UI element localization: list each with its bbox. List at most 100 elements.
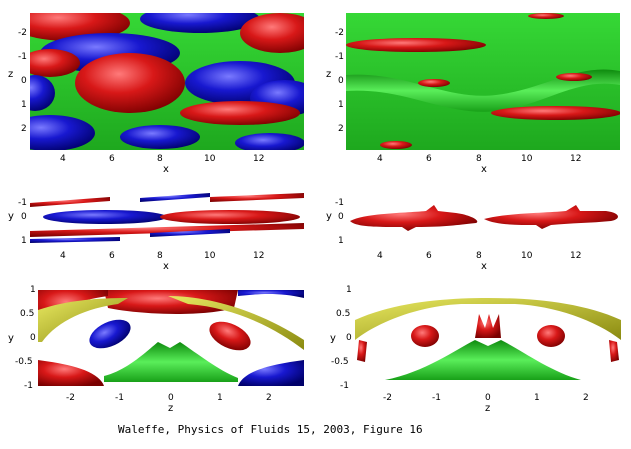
blue-streak bbox=[140, 193, 210, 202]
y-tick: -1 bbox=[18, 52, 27, 62]
blue-blob bbox=[89, 319, 131, 349]
blue-streak bbox=[140, 13, 260, 33]
plot-mid-left bbox=[30, 193, 304, 243]
axis-label-x: x bbox=[163, 261, 169, 272]
x-tick: 8 bbox=[157, 154, 163, 164]
x-tick: 6 bbox=[426, 251, 432, 261]
red-blob bbox=[357, 340, 367, 362]
x-tick: 12 bbox=[253, 154, 265, 164]
red-streak bbox=[556, 73, 592, 81]
blue-streak bbox=[30, 115, 95, 150]
x-tick: -2 bbox=[66, 393, 75, 403]
y-tick: -2 bbox=[18, 28, 27, 38]
y-tick: 1 bbox=[30, 285, 36, 295]
red-streak bbox=[240, 13, 304, 53]
red-blob bbox=[38, 360, 104, 386]
blue-streak bbox=[235, 133, 304, 150]
plot-top-left bbox=[30, 13, 304, 150]
y-tick: -2 bbox=[335, 28, 344, 38]
blue-streak bbox=[150, 229, 230, 237]
y-tick: 1 bbox=[338, 236, 344, 246]
surface-top-right bbox=[346, 13, 620, 150]
axis-label-y: y bbox=[8, 211, 14, 222]
blue-blob bbox=[238, 290, 304, 298]
red-streak bbox=[346, 38, 486, 52]
x-tick: 8 bbox=[476, 251, 482, 261]
y-tick: -1 bbox=[18, 198, 27, 208]
y-tick: 0 bbox=[346, 333, 352, 343]
x-tick: 10 bbox=[204, 251, 216, 261]
x-tick: -2 bbox=[383, 393, 392, 403]
x-tick: 6 bbox=[426, 154, 432, 164]
x-tick: 12 bbox=[253, 251, 265, 261]
x-tick: 1 bbox=[534, 393, 540, 403]
axis-label-x: x bbox=[481, 261, 487, 272]
axis-label-x: x bbox=[163, 164, 169, 175]
y-tick: -0.5 bbox=[331, 357, 349, 367]
y-tick: -1 bbox=[24, 381, 33, 391]
x-tick: 8 bbox=[476, 154, 482, 164]
x-tick: 10 bbox=[521, 154, 533, 164]
x-tick: 4 bbox=[60, 154, 66, 164]
red-streak bbox=[484, 205, 618, 229]
y-tick: -0.5 bbox=[15, 357, 33, 367]
y-tick: 0 bbox=[21, 76, 27, 86]
surface-bottom-right bbox=[355, 298, 621, 380]
y-tick: 1 bbox=[346, 285, 352, 295]
red-blob bbox=[475, 314, 501, 338]
x-tick: 4 bbox=[377, 251, 383, 261]
x-tick: -1 bbox=[115, 393, 124, 403]
y-tick: 2 bbox=[338, 124, 344, 134]
plot-bottom-left bbox=[38, 290, 304, 386]
red-streak bbox=[180, 101, 300, 125]
red-streak bbox=[210, 193, 304, 202]
blue-streak bbox=[43, 210, 167, 224]
yellow-surface bbox=[168, 296, 304, 350]
blue-streak bbox=[120, 125, 200, 149]
y-tick: -1 bbox=[340, 381, 349, 391]
x-tick: 10 bbox=[521, 251, 533, 261]
x-tick: 0 bbox=[485, 393, 491, 403]
y-tick: 0 bbox=[338, 212, 344, 222]
x-tick: 6 bbox=[109, 154, 115, 164]
figure-caption: Waleffe, Physics of Fluids 15, 2003, Fig… bbox=[118, 423, 423, 436]
x-tick: 10 bbox=[204, 154, 216, 164]
blue-blob bbox=[238, 360, 304, 386]
axis-label-x: x bbox=[481, 164, 487, 175]
axis-label-y: y bbox=[330, 333, 336, 344]
x-tick: 0 bbox=[168, 393, 174, 403]
red-streak bbox=[30, 223, 304, 237]
x-tick: 4 bbox=[60, 251, 66, 261]
red-streak bbox=[380, 141, 412, 149]
surface-mid-left bbox=[30, 193, 304, 243]
red-blob bbox=[537, 325, 565, 347]
red-streak bbox=[160, 210, 300, 224]
red-blob bbox=[609, 340, 619, 362]
x-tick: 1 bbox=[217, 393, 223, 403]
y-tick: 0.5 bbox=[20, 309, 35, 319]
plot-bottom-right bbox=[355, 290, 621, 386]
y-tick: 0.5 bbox=[336, 309, 351, 319]
y-tick: 1 bbox=[21, 236, 27, 246]
red-streak bbox=[528, 13, 564, 19]
y-tick: -1 bbox=[335, 198, 344, 208]
axis-label-z: z bbox=[168, 403, 174, 414]
x-tick: 6 bbox=[109, 251, 115, 261]
green-wavy-sheet bbox=[346, 69, 620, 112]
x-tick: 12 bbox=[570, 251, 582, 261]
x-tick: 2 bbox=[583, 393, 589, 403]
red-streak bbox=[30, 197, 110, 207]
y-tick: 0 bbox=[30, 333, 36, 343]
axis-label-z: z bbox=[326, 69, 332, 80]
green-surface bbox=[385, 340, 581, 380]
red-streak bbox=[418, 79, 450, 87]
y-tick: 1 bbox=[338, 100, 344, 110]
red-streak bbox=[30, 49, 80, 77]
yellow-surface bbox=[38, 298, 128, 342]
red-blob bbox=[411, 325, 439, 347]
surface-mid-right bbox=[350, 205, 618, 231]
x-tick: 12 bbox=[570, 154, 582, 164]
axis-label-z: z bbox=[8, 69, 14, 80]
axis-label-y: y bbox=[326, 211, 332, 222]
y-tick: 1 bbox=[21, 100, 27, 110]
